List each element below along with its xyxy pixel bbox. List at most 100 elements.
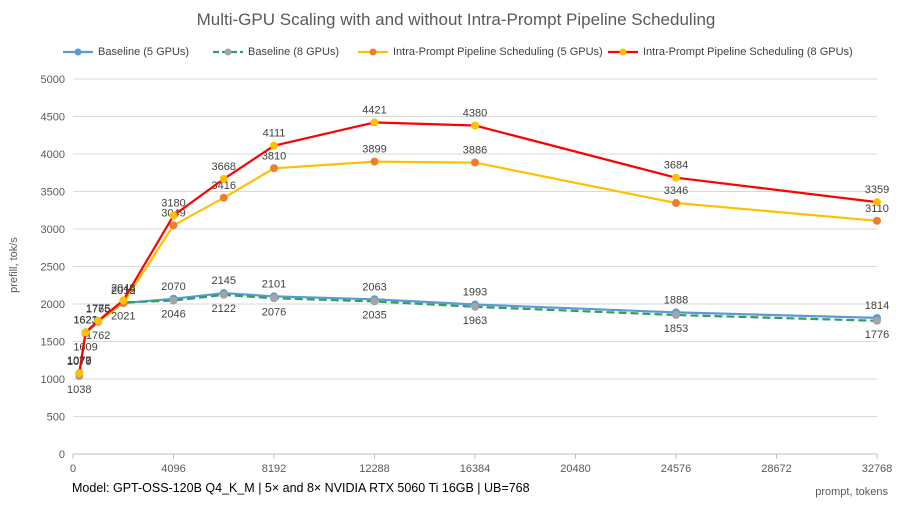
data-label: 1814 [865,300,889,312]
data-label: 1623 [73,314,97,326]
y-tick-label: 0 [59,449,65,461]
data-point [169,211,178,220]
data-point [169,221,178,230]
data-point [219,193,228,202]
data-point [370,297,379,306]
y-tick-label: 3000 [41,224,65,236]
legend-label: Baseline (5 GPUs) [98,46,190,58]
data-label: 2046 [161,309,185,321]
data-label: 1776 [865,329,889,341]
data-point [119,296,128,305]
x-tick-label: 0 [70,463,76,475]
data-label: 1079 [67,355,91,367]
data-point [873,198,881,207]
data-point [471,158,479,167]
data-label: 3810 [262,150,286,162]
legend-marker [224,48,232,56]
data-label: 3899 [362,144,386,156]
data-label: 2048 [111,282,135,294]
data-point [370,118,379,127]
data-point [219,290,228,299]
y-tick-label: 2000 [41,299,65,311]
data-point [75,369,84,378]
x-tick-label: 12288 [359,463,390,475]
data-label: 2021 [111,310,135,322]
legend-label: Baseline (8 GPUs) [248,46,340,58]
data-point [672,311,680,320]
data-label: 1762 [86,330,110,342]
data-label: 1993 [463,287,487,299]
data-point [81,328,90,337]
data-label: 2070 [161,281,185,293]
data-label: 1609 [73,341,97,353]
x-tick-label: 28672 [761,463,792,475]
y-tick-label: 1500 [41,337,65,349]
data-point [471,121,479,130]
data-point [672,173,680,182]
data-label: 3668 [212,161,236,173]
legend-swatch [213,48,243,56]
y-tick-label: 4500 [41,112,65,124]
data-label: 2101 [262,278,286,290]
data-label: 2015 [111,285,135,297]
data-label: 3886 [463,145,487,157]
data-point [219,174,228,183]
data-label: 1963 [463,315,487,327]
data-label: 1775 [86,303,110,315]
data-point [94,316,103,325]
data-point [672,199,680,208]
data-point [270,141,278,150]
data-label: 4111 [263,128,286,140]
data-label: 3180 [161,198,185,210]
data-point [873,316,881,325]
data-label: 1776 [86,303,110,315]
data-point [169,296,178,305]
data-label: 1621 [73,314,97,326]
data-point [270,294,278,303]
y-axis-label: prefill, tok/s [8,237,20,293]
chart-legend: Baseline (5 GPUs) Baseline (8 GPUs) Intra-… [60,44,890,60]
data-point [471,302,479,311]
x-tick-label: 32768 [862,463,893,475]
y-tick-label: 3500 [41,187,65,199]
legend-swatch [63,48,93,56]
data-label: 3346 [664,185,688,197]
x-tick-label: 8192 [262,463,286,475]
y-tick-label: 1000 [41,374,65,386]
legend-marker [369,48,377,56]
legend-swatch [608,48,638,56]
data-label: 1070 [67,356,91,368]
data-label: 1038 [67,384,91,396]
legend-marker [619,48,627,56]
data-label: 1853 [664,323,688,335]
data-label: 2122 [212,303,236,315]
y-tick-label: 500 [47,412,65,424]
data-point [270,164,278,173]
data-label: 2035 [362,309,386,321]
data-label: 4421 [362,104,386,116]
y-tick-label: 4000 [41,149,65,161]
x-tick-label: 20480 [560,463,591,475]
data-point [370,157,379,166]
data-label: 3359 [865,184,889,196]
data-label: 1621 [73,314,97,326]
x-tick-label: 4096 [161,463,185,475]
data-label: 1765 [86,304,110,316]
data-point [873,216,881,225]
data-label: 2145 [212,275,236,287]
data-label: 2063 [362,281,386,293]
y-tick-label: 2500 [41,262,65,274]
legend-swatch [358,48,388,56]
series-line [78,121,878,374]
x-tick-label: 24576 [661,463,692,475]
legend-marker [74,48,82,56]
x-axis-label: prompt, tokens [815,486,888,498]
data-label: 4380 [463,108,487,120]
data-label: 1077 [67,355,91,367]
x-tick-label: 16384 [460,463,491,475]
legend-label: Intra-Prompt Pipeline Scheduling (8 GPUs… [643,46,853,58]
model-note: Model: GPT-OSS-120B Q4_K_M | 5× and 8× N… [72,481,530,495]
data-label: 2076 [262,306,286,318]
